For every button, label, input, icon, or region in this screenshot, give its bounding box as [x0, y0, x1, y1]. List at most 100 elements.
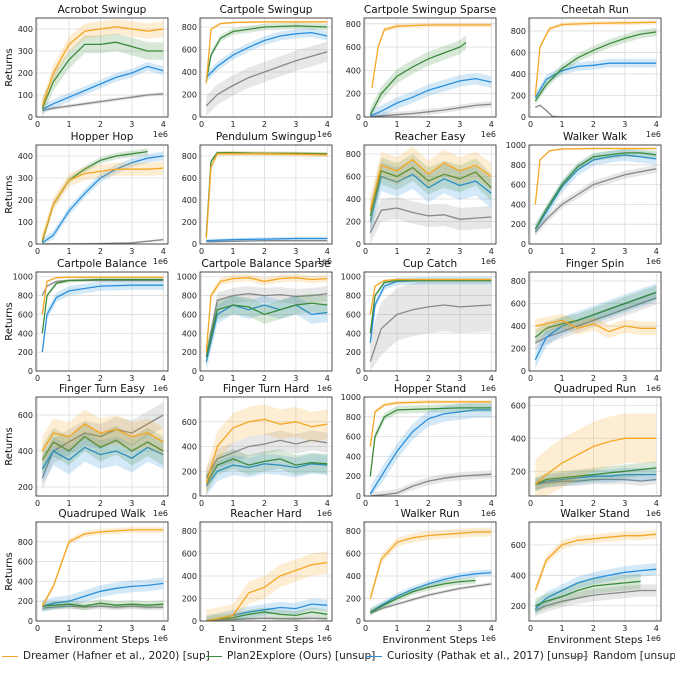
y-tick-label: 200: [182, 348, 197, 357]
x-tick-label: 0: [35, 624, 40, 633]
y-tick-label: 100: [18, 91, 33, 100]
series-group: [41, 276, 164, 357]
y-tick-label: 800: [511, 27, 526, 36]
x-tick-label: 1: [230, 624, 235, 633]
y-tick-label: 0: [28, 240, 33, 249]
plot-frame: [199, 521, 333, 622]
series-band-random: [206, 430, 328, 488]
y-tick-label: 400: [511, 70, 526, 79]
y-axis-label: Returns: [4, 427, 15, 465]
y-tick-label: 0: [192, 492, 197, 501]
x-tick-label: 0: [363, 624, 368, 633]
series-band-curiosity: [535, 283, 657, 369]
x-tick-label: 1: [66, 499, 71, 508]
series-line-dreamer: [41, 26, 164, 107]
series-line-random: [370, 583, 492, 614]
x-tick-label: 1: [559, 374, 564, 383]
series-band-dreamer: [535, 529, 657, 596]
y-tick-label: 600: [511, 48, 526, 57]
x-tick-label: 3: [622, 120, 627, 129]
y-tick-label: 200: [182, 91, 197, 100]
series-line-plan2explore: [370, 579, 476, 613]
series-band-curiosity: [370, 72, 492, 117]
y-tick-label: 200: [182, 595, 197, 604]
series-group: [205, 151, 328, 243]
y-tick-label: 600: [346, 433, 361, 442]
x-tick-label: 1: [66, 120, 71, 129]
series-group: [41, 402, 164, 491]
series-band-plan2explore: [206, 607, 328, 621]
x-tick-label: 2: [98, 499, 103, 508]
series-line-dreamer: [41, 529, 164, 607]
x-tick-label: 3: [293, 499, 298, 508]
series-line-dreamer: [371, 24, 492, 88]
legend-swatch-random: [572, 655, 588, 657]
y-tick-label: 400: [511, 434, 526, 443]
series-band-plan2explore: [206, 22, 328, 85]
y-tick-label: 600: [346, 173, 361, 182]
series-line-curiosity: [369, 571, 492, 613]
x-exponent-label: 1e6: [481, 384, 496, 393]
x-axis-label: Environment Steps: [54, 635, 149, 646]
x-tick-label: 4: [489, 624, 494, 633]
y-tick-label: 300: [18, 47, 33, 56]
series-band-random: [206, 41, 328, 116]
x-tick-label: 3: [129, 374, 134, 383]
x-tick-label: 0: [199, 624, 204, 633]
y-tick-label: 400: [18, 447, 33, 456]
y-tick-label: 600: [346, 310, 361, 319]
series-line-random: [42, 605, 164, 609]
series-line-random: [42, 93, 164, 112]
series-group: [205, 273, 328, 371]
y-axis-label: Returns: [4, 48, 15, 86]
x-exponent-label: 1e6: [153, 384, 168, 393]
series-line-dreamer: [206, 561, 328, 621]
series-line-random: [535, 589, 657, 611]
y-tick-label: 0: [356, 113, 361, 122]
series-band-curiosity: [535, 467, 657, 492]
y-tick-label: 0: [356, 367, 361, 376]
subplot-title: Walker Stand: [560, 508, 629, 520]
y-tick-label: 400: [511, 571, 526, 580]
x-tick-label: 3: [457, 247, 462, 256]
series-line-dreamer: [205, 21, 328, 84]
subplot-title: Hopper Stand: [394, 383, 466, 395]
x-tick-label: 1: [394, 247, 399, 256]
series-line-random: [370, 473, 492, 496]
x-tick-label: 2: [426, 120, 431, 129]
series-group: [534, 283, 657, 369]
x-tick-label: 4: [161, 624, 166, 633]
plot-frame: [363, 144, 497, 245]
plot-frame: [199, 144, 333, 245]
series-band-curiosity: [42, 151, 164, 244]
plot-frame: [363, 396, 497, 497]
x-tick-label: 0: [363, 247, 368, 256]
y-tick-label: 800: [182, 23, 197, 32]
x-exponent-label: 1e6: [481, 509, 496, 518]
series-line-curiosity: [370, 77, 492, 117]
series-band-dreamer: [42, 19, 164, 114]
legend-swatch-curiosity: [366, 655, 382, 657]
y-tick-label: 800: [346, 292, 361, 301]
plot-frame: [35, 271, 169, 372]
x-tick-label: 2: [262, 624, 267, 633]
y-tick-label: 200: [18, 196, 33, 205]
legend-item-random: Random [unsup]: [572, 644, 675, 668]
x-tick-label: 3: [457, 499, 462, 508]
x-tick-label: 1: [394, 120, 399, 129]
x-exponent-label: 1e6: [153, 257, 168, 266]
y-tick-label: 0: [192, 113, 197, 122]
series-line-random: [206, 617, 328, 621]
x-tick-label: 0: [199, 120, 204, 129]
series-line-plan2explore: [534, 152, 657, 230]
subplot-title: Reacher Easy: [394, 131, 465, 143]
y-tick-label: 400: [346, 572, 361, 581]
